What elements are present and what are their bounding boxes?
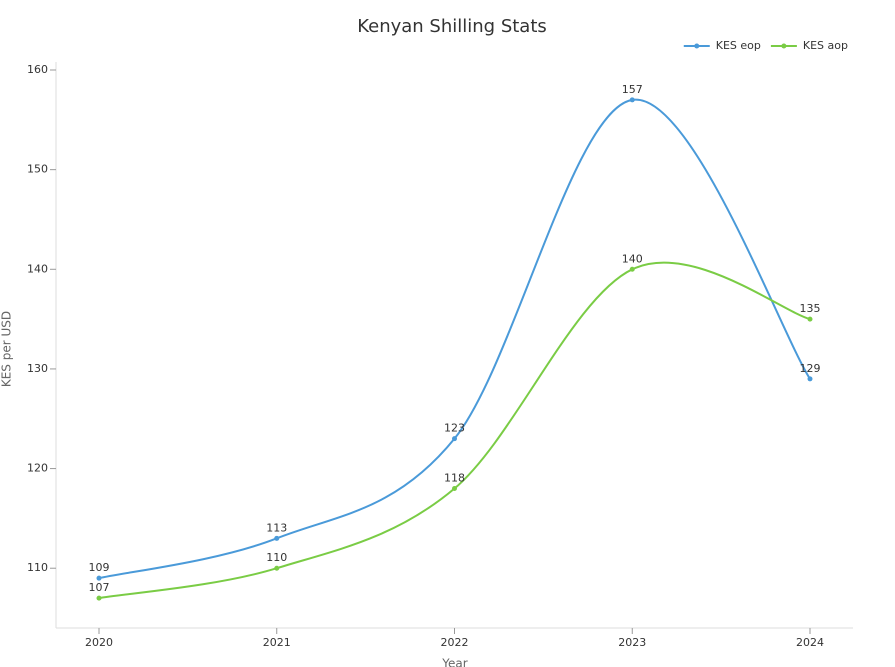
point: [452, 486, 457, 491]
line: [98, 261, 811, 600]
point: [274, 535, 280, 541]
x-tick-label: 2023: [618, 636, 646, 649]
data-label: 140: [622, 252, 643, 265]
point: [807, 316, 813, 322]
y-tick-label: 140: [27, 262, 48, 275]
data-label: 157: [622, 83, 643, 96]
y-tick-label: 160: [27, 63, 48, 76]
legend-label: KES eop: [716, 39, 761, 52]
point: [452, 436, 457, 442]
data-label: 110: [266, 551, 287, 564]
x-tick-label: 2022: [441, 636, 469, 649]
chart-title: Kenyan Shilling Stats: [357, 16, 547, 37]
legend-marker: [694, 43, 700, 49]
line: [98, 98, 811, 580]
legend-label: KES aop: [803, 39, 848, 52]
y-tick-label: 110: [27, 561, 48, 574]
y-tick-label: 120: [27, 462, 48, 475]
data-label: 113: [266, 521, 287, 534]
point: [807, 376, 813, 382]
point: [96, 595, 102, 601]
data-label: 135: [800, 302, 821, 315]
data-label: 109: [89, 561, 110, 574]
x-tick-label: 2020: [85, 636, 113, 649]
x-tick-label: 2024: [796, 636, 824, 649]
data-label: 118: [444, 472, 465, 485]
point: [629, 266, 635, 272]
data-label: 129: [800, 362, 821, 375]
point: [274, 565, 280, 571]
data-label: 123: [444, 422, 465, 435]
x-tick-label: 2021: [263, 636, 291, 649]
y-axis-title: KES per USD: [0, 311, 14, 387]
y-tick-label: 150: [27, 163, 48, 176]
x-axis-title: Year: [441, 657, 467, 667]
legend-marker: [781, 43, 787, 49]
data-label: 107: [89, 581, 110, 594]
y-tick-label: 130: [27, 362, 48, 375]
point: [629, 97, 635, 103]
point: [96, 575, 102, 581]
